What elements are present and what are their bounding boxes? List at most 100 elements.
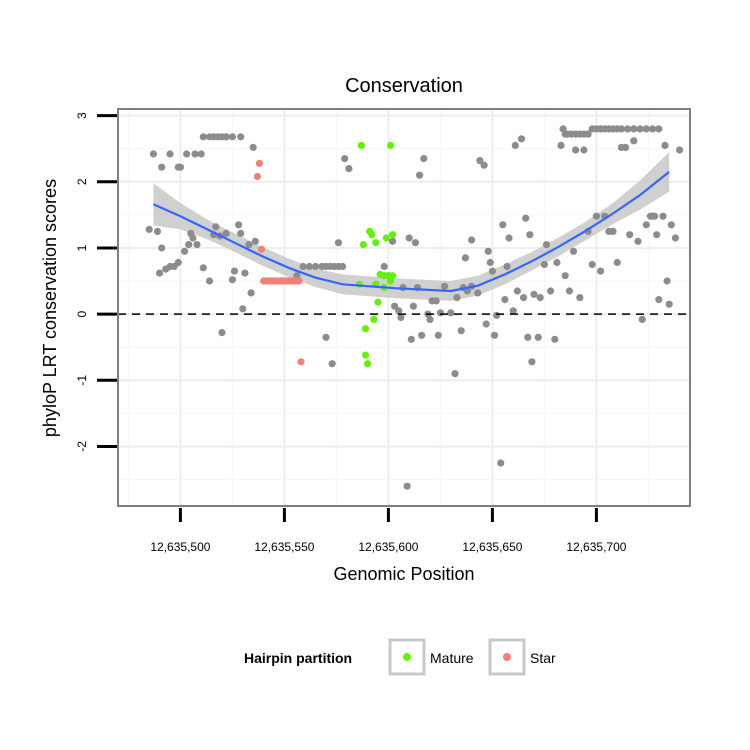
data-point-other: [499, 221, 507, 229]
data-point-star: [255, 159, 263, 167]
y-tick-label: 1: [75, 244, 89, 251]
data-point-other: [391, 302, 399, 310]
data-point-mature: [372, 239, 380, 247]
data-point-other: [671, 234, 680, 242]
data-point-other: [526, 231, 534, 239]
data-point-other: [241, 269, 249, 277]
data-point-other: [488, 267, 496, 275]
data-point-other: [193, 241, 201, 249]
x-axis-label: Genomic Position: [333, 564, 474, 584]
x-tick-label: 12,635,550: [254, 540, 314, 554]
data-point-other: [630, 137, 638, 145]
data-point-other: [486, 258, 494, 267]
data-point-other: [655, 125, 663, 133]
confidence-band-area: [153, 152, 670, 301]
data-point-other: [166, 150, 174, 158]
data-point-other: [416, 171, 424, 179]
data-point-other: [624, 125, 632, 133]
data-point-other: [621, 143, 630, 151]
data-point-other: [484, 247, 492, 255]
data-point-other: [432, 297, 440, 305]
data-point-other: [557, 141, 565, 149]
data-point-other: [638, 315, 646, 323]
y-tick-label: -1: [75, 375, 89, 386]
data-point-other: [457, 327, 465, 335]
data-point-mature: [386, 141, 395, 149]
data-point-other: [613, 258, 621, 267]
data-point-other: [490, 331, 499, 339]
data-point-other: [655, 296, 663, 304]
data-point-other: [185, 241, 193, 249]
data-point-other: [339, 262, 347, 271]
data-point-other: [522, 214, 530, 222]
data-point-other: [235, 221, 243, 229]
y-axis-label: phyloP LRT conservation scores: [40, 179, 60, 437]
data-point-other: [497, 459, 505, 467]
data-point-other: [341, 155, 349, 163]
y-tick-label: -2: [75, 441, 89, 452]
data-point-other: [592, 212, 601, 220]
data-point-other: [322, 333, 330, 341]
data-point-mature: [357, 141, 365, 149]
data-point-other: [453, 294, 461, 302]
data-point-other: [156, 269, 164, 277]
data-point-other: [149, 150, 157, 158]
data-point-other: [536, 294, 544, 302]
data-point-other: [407, 335, 415, 343]
data-point-mature: [364, 360, 372, 368]
data-point-other: [181, 247, 189, 255]
data-point-other: [199, 264, 207, 272]
data-point-other: [389, 237, 397, 245]
legend-dot-star: [503, 653, 511, 661]
data-point-other: [553, 258, 561, 267]
data-point-other: [405, 234, 413, 242]
data-point-other: [222, 133, 230, 141]
legend: Hairpin partition Mature Star: [244, 638, 556, 676]
smooth-line: [152, 171, 670, 293]
x-axis: 12,635,500 12,635,550 12,635,600 12,635,650…: [150, 508, 627, 554]
data-point-other: [630, 125, 638, 133]
data-point-other: [441, 282, 449, 290]
data-point-other: [345, 165, 353, 173]
data-points: [145, 125, 684, 490]
data-point-other: [380, 262, 388, 271]
y-tick-label: 3: [75, 112, 89, 119]
data-point-star: [295, 277, 303, 285]
data-point-other: [447, 309, 455, 317]
data-point-other: [191, 150, 199, 158]
data-point-other: [501, 296, 509, 304]
data-point-other: [411, 239, 419, 247]
data-point-other: [409, 302, 417, 310]
data-point-star: [257, 245, 266, 253]
chart-title: Conservation: [345, 75, 463, 97]
data-point-other: [547, 287, 555, 295]
data-point-other: [305, 262, 313, 271]
data-point-other: [659, 212, 667, 220]
data-point-other: [237, 133, 245, 141]
data-point-other: [580, 146, 588, 154]
data-point-other: [245, 241, 253, 249]
data-point-other: [474, 289, 482, 297]
plot-grid: [118, 109, 690, 506]
data-point-other: [534, 333, 542, 341]
data-point-other: [588, 260, 596, 269]
y-axis: -2 -1 0 1 2 3: [75, 112, 117, 452]
data-point-other: [426, 315, 434, 323]
data-point-other: [551, 335, 559, 343]
data-point-other: [222, 229, 230, 237]
x-tick-label: 12,635,650: [462, 540, 522, 554]
data-point-other: [299, 262, 307, 271]
data-point-other: [505, 234, 513, 242]
data-point-other: [663, 277, 671, 285]
data-point-other: [653, 231, 661, 239]
data-point-mature: [374, 298, 382, 306]
data-point-other: [511, 141, 519, 149]
data-point-other: [420, 155, 428, 163]
x-tick-label: 12,635,700: [566, 540, 626, 554]
data-point-other: [205, 277, 214, 285]
data-point-other: [642, 221, 650, 229]
data-point-other: [642, 125, 650, 133]
data-point-other: [218, 329, 226, 337]
data-point-other: [561, 272, 569, 280]
data-point-other: [493, 311, 501, 319]
